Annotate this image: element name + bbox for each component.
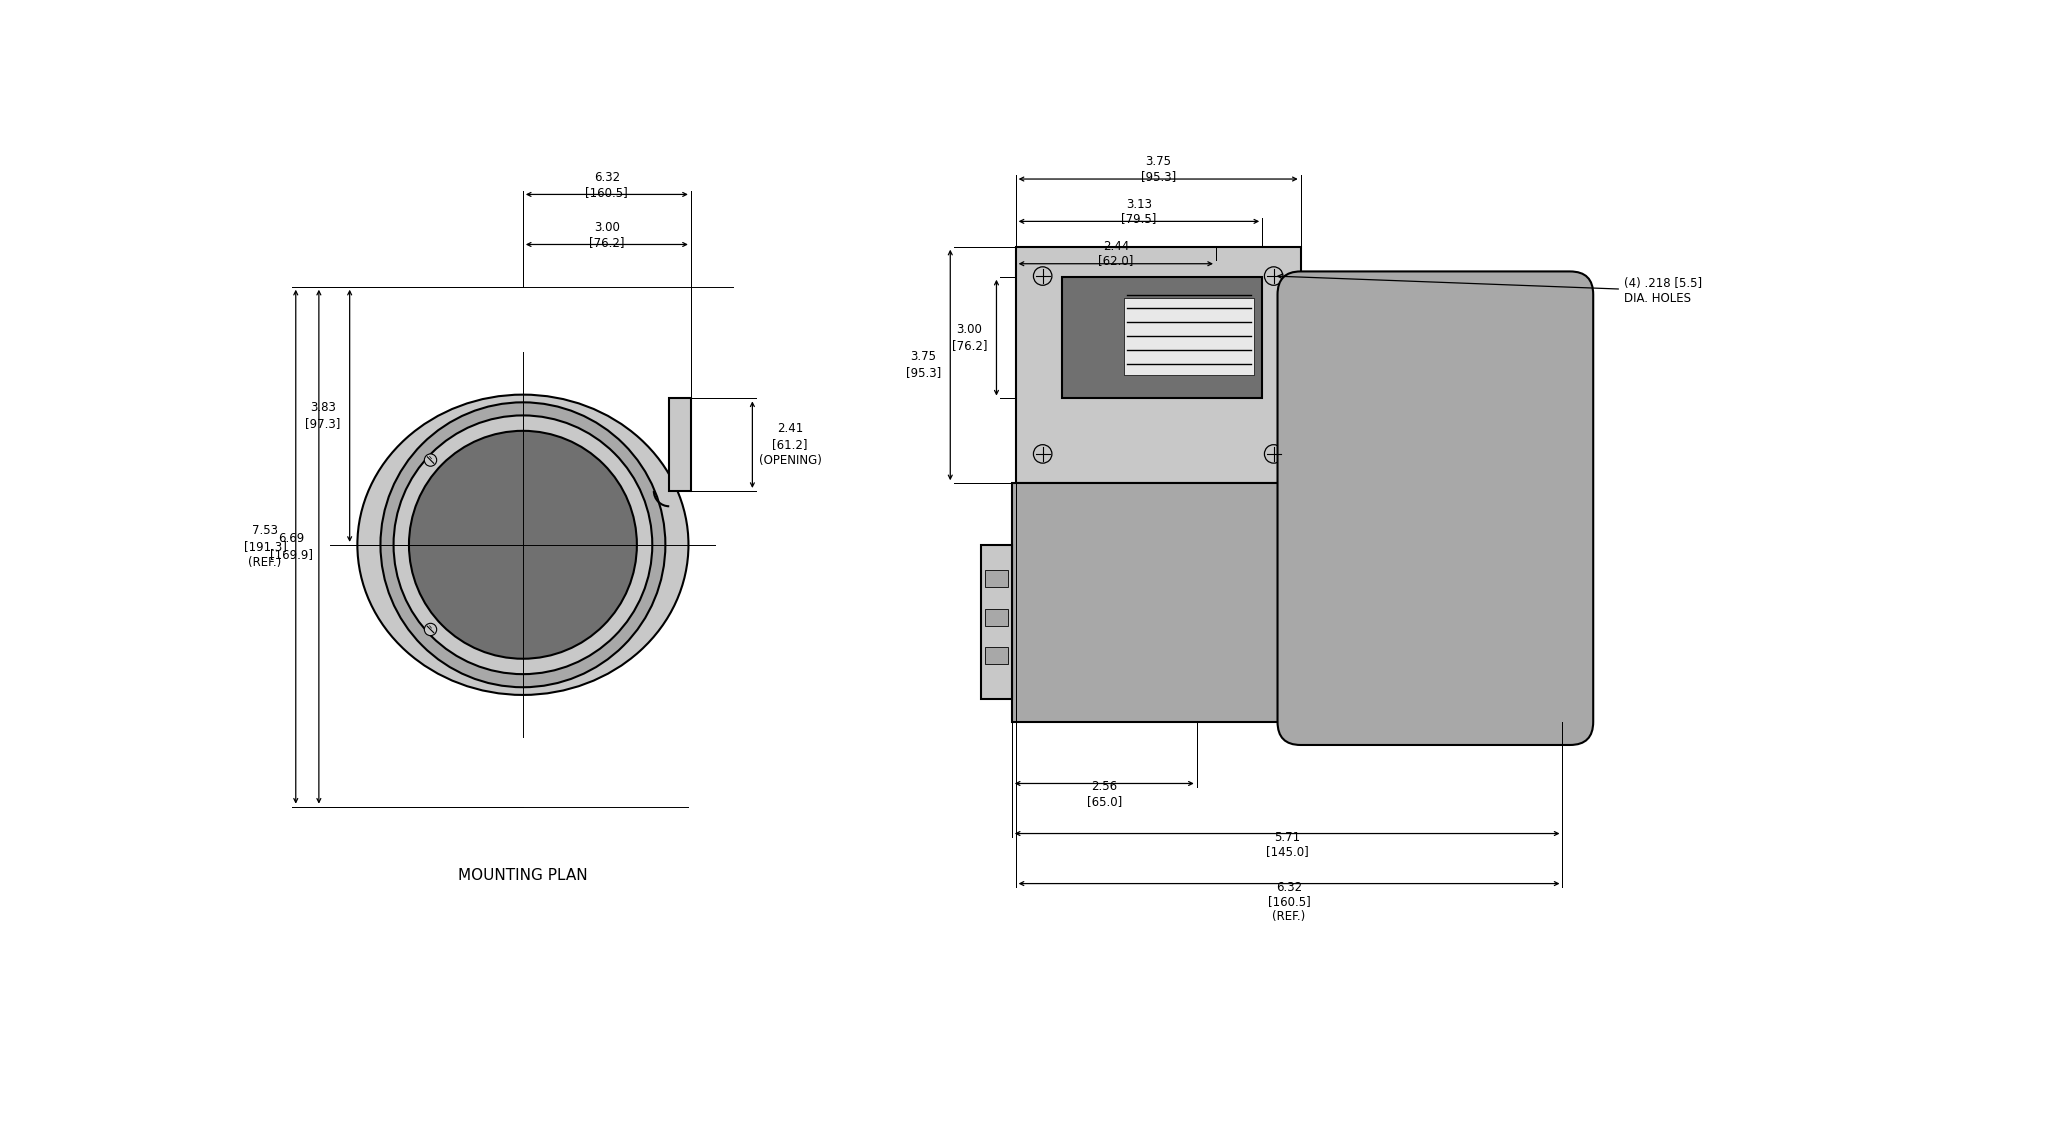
Text: [76.2]: [76.2]	[590, 236, 625, 249]
Bar	[985, 647, 1008, 664]
Bar	[1012, 483, 1300, 722]
Text: (4) .218 [5.5]
DIA. HOLES: (4) .218 [5.5] DIA. HOLES	[1278, 274, 1702, 304]
Bar	[985, 608, 1008, 625]
Text: 5.71: 5.71	[1274, 830, 1300, 844]
Text: 6.32: 6.32	[594, 172, 621, 185]
Bar	[985, 571, 1008, 587]
Text: 2.44: 2.44	[1102, 240, 1128, 253]
FancyBboxPatch shape	[1278, 271, 1593, 745]
Text: [160.5]
(REF.): [160.5] (REF.)	[1268, 895, 1311, 923]
Circle shape	[424, 623, 436, 636]
Text: 6.32: 6.32	[1276, 880, 1303, 894]
Text: 2.56: 2.56	[1092, 780, 1118, 794]
Ellipse shape	[356, 394, 688, 695]
Text: 3.83
[97.3]: 3.83 [97.3]	[305, 401, 340, 431]
Text: 6.69
[169.9]: 6.69 [169.9]	[270, 532, 313, 562]
Text: [95.3]: [95.3]	[1141, 170, 1176, 182]
Circle shape	[1034, 267, 1053, 285]
Text: [145.0]: [145.0]	[1266, 845, 1309, 858]
Circle shape	[393, 416, 651, 674]
Bar	[981, 544, 1012, 699]
Text: 7.53
[191.3]
(REF.): 7.53 [191.3] (REF.)	[244, 524, 287, 570]
Text: 2.41
[61.2]
(OPENING): 2.41 [61.2] (OPENING)	[758, 423, 821, 467]
Text: [79.5]: [79.5]	[1120, 212, 1157, 226]
Text: 3.75
[95.3]: 3.75 [95.3]	[905, 351, 940, 379]
Text: [160.5]: [160.5]	[586, 186, 629, 199]
Text: 3.75: 3.75	[1145, 155, 1171, 169]
Circle shape	[1034, 444, 1053, 464]
Circle shape	[381, 402, 666, 687]
Bar	[1063, 277, 1262, 399]
Circle shape	[1264, 444, 1282, 464]
Text: 3.00: 3.00	[594, 221, 621, 235]
Bar	[670, 399, 690, 491]
Circle shape	[1264, 267, 1282, 285]
Circle shape	[410, 431, 637, 658]
Text: 3.13: 3.13	[1126, 197, 1151, 211]
Bar	[1124, 298, 1255, 376]
Text: MOUNTING PLAN: MOUNTING PLAN	[459, 868, 588, 883]
Text: 3.00
[76.2]: 3.00 [76.2]	[952, 323, 987, 352]
Text: [62.0]: [62.0]	[1098, 254, 1133, 268]
Bar	[1016, 247, 1300, 483]
Text: [65.0]: [65.0]	[1087, 795, 1122, 808]
Circle shape	[424, 454, 436, 466]
